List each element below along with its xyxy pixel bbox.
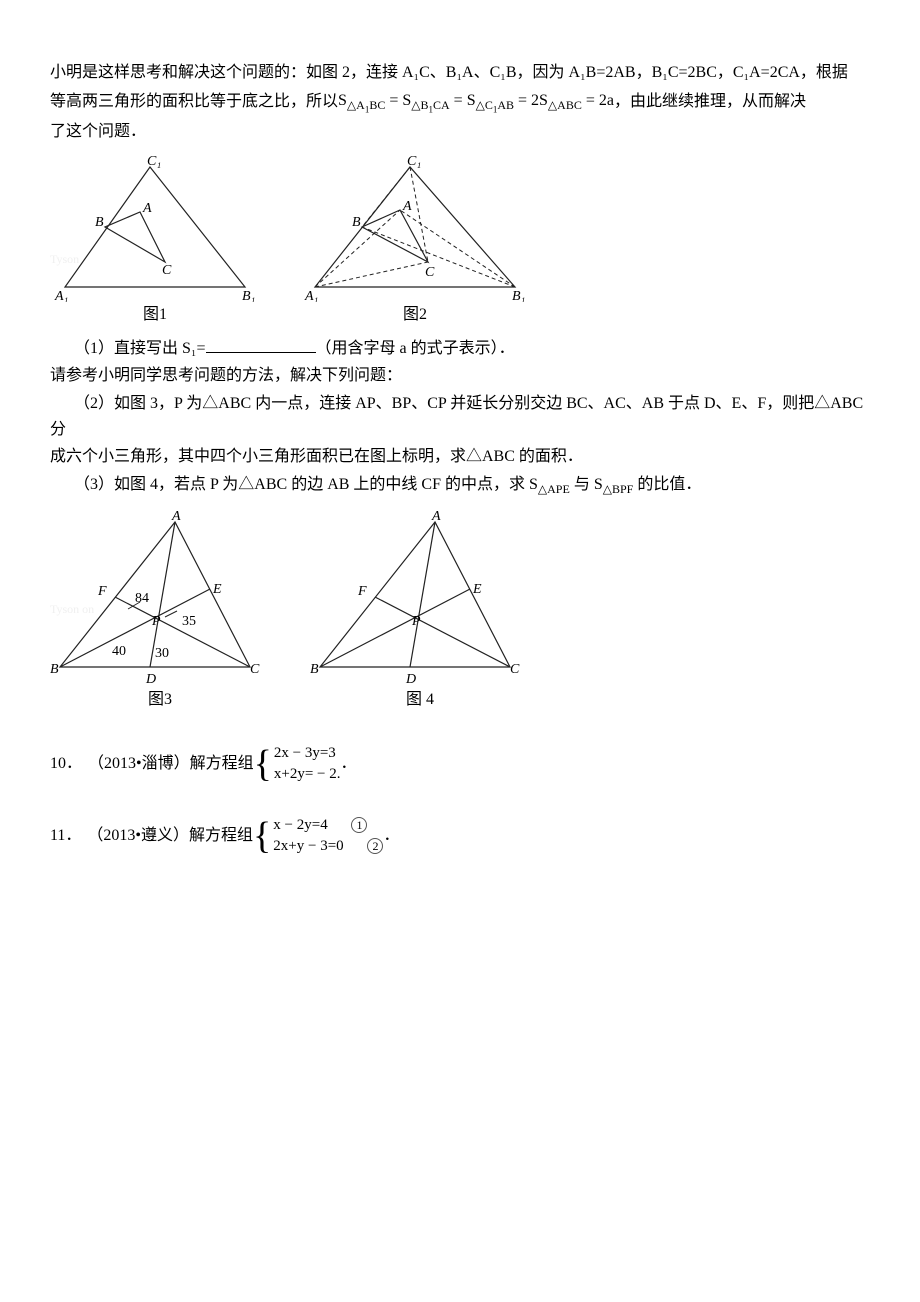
svg-text:F: F	[357, 584, 367, 599]
svg-text:D: D	[145, 672, 156, 687]
figures-row-2: A F E P B D C 84 35 40 30 图3	[50, 507, 870, 713]
svg-text:A: A	[402, 199, 412, 214]
q11-eq2: 2x+y − 3=0	[273, 838, 343, 854]
intro-line2: 等高两三角形的面积比等于底之比，所以S△A1BC = S△B1CA = S△C1…	[50, 88, 870, 117]
svg-text:D: D	[405, 672, 416, 687]
figure-2-svg: C₁ A B C A₁ B₁	[300, 152, 530, 302]
q10-verb: 解方程组	[190, 751, 254, 777]
figure-3-caption: 图3	[50, 687, 270, 713]
question-1: （1）直接写出 S₁= （用含字母 a 的式子表示）．	[50, 336, 870, 362]
q10-tail: ．	[341, 751, 357, 777]
figure-1-svg: C₁ A B C A₁ B₁	[50, 152, 260, 302]
q1-post: （用含字母 a 的式子表示）．	[316, 340, 515, 357]
figure-3: A F E P B D C 84 35 40 30 图3	[50, 507, 270, 713]
q11-verb: 解方程组	[189, 823, 253, 849]
figure-1-caption: 图1	[50, 302, 260, 328]
svg-text:40: 40	[112, 644, 126, 659]
q10-eq1: 2x − 3y=3	[274, 743, 341, 764]
svg-text:E: E	[472, 582, 482, 597]
q11-num: 11．	[50, 823, 81, 849]
svg-text:C: C	[162, 263, 172, 278]
q11-mark2: 2	[367, 838, 383, 854]
q11-mark1: 1	[351, 817, 367, 833]
question-2-line2: 成六个小三角形，其中四个小三角形面积已在图上标明，求△ABC 的面积．	[50, 444, 870, 470]
svg-text:P: P	[411, 614, 421, 629]
question-2-line1: （2）如图 3，P 为△ABC 内一点，连接 AP、BP、CP 并延长分别交边 …	[50, 391, 870, 442]
svg-text:A₁: A₁	[54, 289, 68, 302]
q11-tail: ．	[383, 823, 399, 849]
svg-text:A₁: A₁	[304, 289, 318, 302]
svg-text:B: B	[50, 662, 59, 677]
intro-line2-pre: 等高两三角形的面积比等于底之比，所以	[50, 93, 338, 110]
q10-eq2: x+2y= − 2.	[274, 764, 341, 785]
q11-eq1: x − 2y=4	[273, 817, 327, 833]
question-10: 10． （2013•淄博） 解方程组 { 2x − 3y=3 x+2y= − 2…	[50, 743, 870, 785]
svg-text:C₁: C₁	[147, 154, 161, 169]
intro-line3: 了这个问题．	[50, 119, 870, 145]
brace-icon: {	[254, 745, 272, 783]
figure-3-svg: A F E P B D C 84 35 40 30	[50, 507, 270, 687]
intro-line1: 小明是这样思考和解决这个问题的：如图 2，连接 A₁C、B₁A、C₁B，因为 A…	[50, 60, 870, 86]
figure-2-caption: 图2	[300, 302, 530, 328]
svg-text:C: C	[250, 662, 260, 677]
q10-equations: { 2x − 3y=3 x+2y= − 2.	[254, 743, 341, 785]
q1-pre: （1）直接写出 S₁=	[74, 340, 206, 357]
svg-text:B₁: B₁	[512, 289, 525, 302]
area-formula: S△A1BC = S△B1CA = S△C1AB = 2S△ABC = 2a	[338, 88, 614, 117]
figures-row-1: C₁ A B C A₁ B₁ 图1	[50, 152, 870, 328]
question-3: （3）如图 4，若点 P 为△ABC 的边 AB 上的中线 CF 的中点，求 S…	[50, 472, 870, 499]
brace-icon: {	[253, 817, 271, 855]
svg-text:P: P	[151, 614, 161, 629]
svg-text:C: C	[510, 662, 520, 677]
svg-text:35: 35	[182, 614, 196, 629]
figure-1: C₁ A B C A₁ B₁ 图1	[50, 152, 260, 328]
figure-2: C₁ A B C A₁ B₁ 图2	[300, 152, 530, 328]
svg-text:E: E	[212, 582, 222, 597]
svg-text:A: A	[142, 201, 152, 216]
figure-4: A F E P B D C 图 4	[310, 507, 530, 713]
q10-source: （2013•淄博）	[88, 751, 190, 777]
svg-text:C: C	[425, 265, 435, 280]
svg-text:F: F	[97, 584, 107, 599]
intro-line2-post: ，由此继续推理，从而解决	[614, 93, 806, 110]
q11-source: （2013•遵义）	[87, 823, 189, 849]
svg-text:B₁: B₁	[242, 289, 255, 302]
svg-text:A: A	[431, 509, 441, 524]
figure-4-caption: 图 4	[310, 687, 530, 713]
q3-text: （3）如图 4，若点 P 为△ABC 的边 AB 上的中线 CF 的中点，求 S…	[74, 476, 701, 493]
q10-num: 10．	[50, 751, 82, 777]
q1-blank	[206, 337, 316, 353]
question-11: 11． （2013•遵义） 解方程组 { x − 2y=4 1 2x+y − 3…	[50, 815, 870, 857]
svg-text:B: B	[352, 215, 361, 230]
figure-4-svg: A F E P B D C	[310, 507, 530, 687]
svg-text:C₁: C₁	[407, 154, 421, 169]
svg-text:30: 30	[155, 646, 169, 661]
q11-equations: { x − 2y=4 1 2x+y − 3=0 2	[253, 815, 383, 857]
intro-followup: 请参考小明同学思考问题的方法，解决下列问题：	[50, 363, 870, 389]
svg-text:A: A	[171, 509, 181, 524]
svg-text:B: B	[95, 215, 104, 230]
svg-text:B: B	[310, 662, 319, 677]
